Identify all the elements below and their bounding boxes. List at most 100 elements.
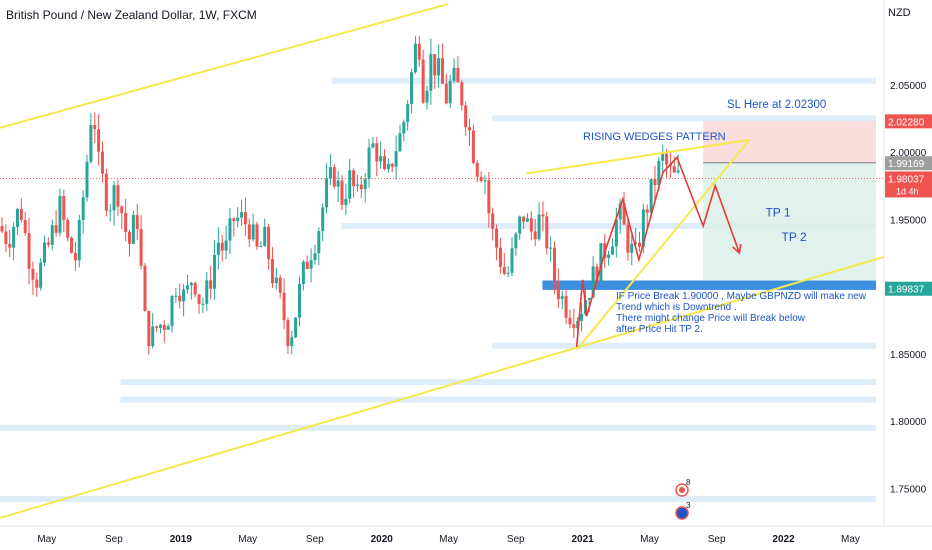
price-badge-text: 1.89837	[888, 285, 925, 296]
price-badge[interactable]: 1.89837	[885, 281, 932, 296]
candle-body	[224, 240, 228, 251]
candle-body	[386, 163, 390, 170]
candle-body	[131, 215, 135, 244]
candle	[178, 283, 182, 309]
candle-body	[232, 218, 236, 222]
candle	[653, 165, 657, 201]
candle	[495, 224, 499, 261]
candle-body	[274, 277, 278, 284]
candle-body	[104, 173, 108, 211]
candle-body	[325, 178, 329, 208]
candle-body	[62, 196, 66, 220]
candle-body	[143, 265, 147, 311]
candle	[437, 44, 441, 88]
candle	[386, 158, 390, 174]
candle-body	[174, 295, 178, 297]
candle	[170, 294, 174, 333]
event-marker[interactable]: 8	[675, 478, 691, 497]
candle	[676, 154, 680, 175]
candle-body	[564, 296, 568, 318]
candle	[108, 204, 112, 222]
candle-body	[270, 259, 274, 284]
time-tick-label: 2019	[170, 534, 193, 545]
candle-body	[305, 261, 309, 269]
candle	[12, 222, 16, 261]
candle-body	[182, 289, 186, 302]
candle-body	[429, 54, 433, 91]
support-zone	[542, 280, 876, 290]
candle-body	[502, 266, 506, 274]
candle-body	[58, 196, 62, 233]
candle-body	[213, 254, 217, 289]
candle	[120, 205, 124, 229]
candle-body	[8, 243, 12, 248]
candle	[294, 317, 298, 339]
level-band	[120, 379, 876, 386]
candle-body	[54, 225, 58, 233]
candle-body	[506, 272, 510, 274]
candle	[522, 216, 526, 229]
time-tick-label: May	[238, 534, 257, 545]
candle	[410, 68, 414, 114]
price-axis[interactable]: 2.050002.000001.950001.900001.850001.800…	[883, 0, 932, 526]
tp-label: TP 2	[782, 230, 807, 244]
price-badge[interactable]: 1.99169	[885, 156, 932, 171]
candle-body	[553, 247, 557, 282]
candle-body	[525, 218, 529, 222]
candle-body	[151, 326, 155, 347]
candle	[85, 154, 89, 202]
candle-body	[537, 214, 541, 240]
candle	[147, 310, 151, 355]
candle-body	[0, 226, 4, 232]
candle-body	[100, 151, 104, 174]
candle-body	[139, 228, 143, 266]
candle	[267, 223, 271, 270]
candle	[112, 180, 116, 226]
price-tick-label: 1.80000	[890, 417, 927, 428]
candle-body	[572, 324, 576, 329]
candle-body	[166, 325, 170, 330]
candle	[502, 252, 506, 276]
candle	[116, 179, 120, 216]
candle	[533, 218, 537, 247]
candle	[77, 214, 81, 268]
candle-body	[124, 213, 128, 232]
price-badge-text: 1.99169	[888, 159, 925, 170]
candle	[62, 189, 66, 233]
candle	[321, 203, 325, 242]
candle-body	[491, 213, 495, 229]
candle-body	[197, 294, 201, 305]
candle-body	[162, 324, 166, 330]
candle-body	[193, 282, 197, 295]
candle-body	[216, 242, 220, 255]
arrow-head-icon	[732, 243, 742, 255]
candle-body	[545, 216, 549, 249]
candle-body	[263, 226, 267, 247]
currency-label: NZD	[888, 7, 911, 19]
price-badge-bg	[885, 156, 932, 171]
candle-body	[344, 198, 348, 205]
candle-body	[220, 242, 224, 251]
candle-body	[89, 124, 93, 162]
candle-body	[66, 219, 70, 238]
candle	[514, 231, 518, 256]
time-axis[interactable]: May Sep 2019 May Sep 2020 May Sep 2021 May Sep 2022…	[0, 525, 932, 545]
price-badge-text: 2.02280	[888, 117, 925, 128]
candle	[433, 54, 437, 90]
candle	[39, 258, 43, 291]
candle-body	[301, 261, 305, 284]
candle	[270, 247, 274, 288]
candle	[93, 112, 97, 144]
price-badge[interactable]: 2.02280	[885, 114, 932, 129]
level-band	[0, 424, 876, 431]
lower-channel-line	[0, 255, 885, 519]
price-tick-label: 1.75000	[890, 484, 927, 495]
candle-body	[634, 242, 638, 244]
event-marker[interactable]: 3	[675, 501, 691, 520]
candle	[363, 172, 367, 203]
time-tick-label: Sep	[306, 534, 324, 545]
candle	[344, 183, 348, 215]
